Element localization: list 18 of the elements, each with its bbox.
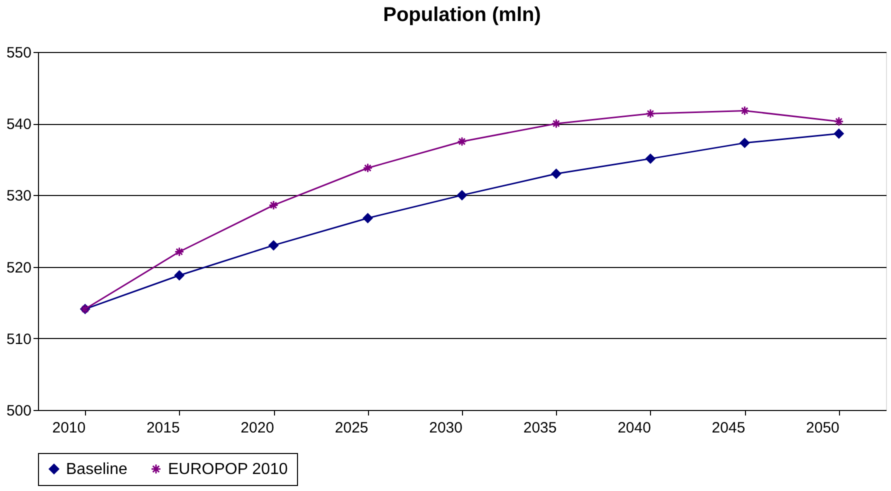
x-tick-label: 2035 <box>523 420 557 436</box>
x-tick-label: 2050 <box>806 420 840 436</box>
y-tick-label: 510 <box>6 330 32 348</box>
x-tick-label: 2025 <box>334 420 368 436</box>
x-tick-label: 2015 <box>146 420 180 436</box>
x-tick-label: 2020 <box>240 420 274 436</box>
y-tick-label: 540 <box>6 116 32 134</box>
x-tick-label: 2045 <box>712 420 746 436</box>
x-tick-label: 2010 <box>52 420 86 436</box>
y-tick-label: 530 <box>6 188 32 205</box>
legend-label: Baseline <box>66 461 128 478</box>
chart-title: Population (mln) <box>383 4 541 26</box>
y-tick-label: 500 <box>6 402 32 420</box>
x-tick-label: 2040 <box>618 420 651 436</box>
y-tick-label: 550 <box>6 44 32 62</box>
y-tick-label: 520 <box>6 259 32 276</box>
legend-label: EUROPOP 2010 <box>168 461 288 478</box>
x-tick-label: 2030 <box>429 420 462 436</box>
